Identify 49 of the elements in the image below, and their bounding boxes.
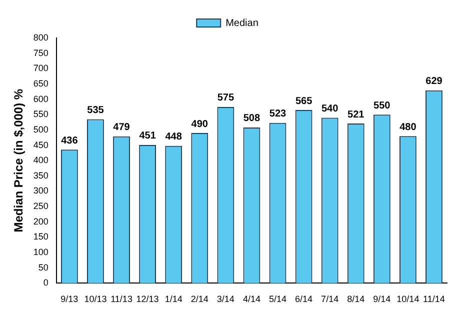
x-tick-label: 10/14 (396, 294, 420, 304)
y-axis-title: Median Price (in $,000) % (12, 88, 26, 232)
y-tick-label: 300 (33, 186, 48, 196)
x-tick-label: 7/14 (321, 294, 339, 304)
data-label: 451 (139, 130, 156, 142)
x-tick-label: 10/13 (84, 294, 107, 304)
y-tick-label: 100 (33, 247, 48, 258)
y-tick-label: 400 (33, 155, 48, 166)
y-tick-label: 750 (33, 48, 48, 58)
x-tick-label: 11/13 (110, 294, 132, 304)
y-tick-label: 500 (33, 124, 48, 134)
data-label: 523 (269, 108, 287, 120)
data-label: 436 (61, 135, 78, 146)
legend-label: Median (226, 18, 258, 29)
x-tick-label: 9/14 (373, 294, 391, 304)
data-label: 629 (426, 76, 443, 88)
data-label: 535 (87, 104, 104, 116)
x-tick-label: 1/14 (164, 294, 182, 304)
y-tick-label: 550 (33, 109, 48, 120)
y-tick-label: 250 (33, 201, 48, 212)
x-tick-label: 12/13 (136, 294, 159, 304)
data-label: 565 (295, 96, 313, 107)
y-tick-label: 600 (33, 94, 48, 104)
y-tick-label: 0 (43, 278, 48, 288)
x-tick-label: 11/14 (423, 294, 445, 304)
x-tick-label: 6/14 (295, 294, 313, 304)
y-tick-label: 800 (33, 32, 48, 42)
x-tick-label: 2/14 (190, 294, 208, 304)
x-tick-label: 3/14 (216, 294, 234, 304)
y-tick-label: 700 (33, 63, 48, 74)
data-label: 575 (217, 92, 234, 104)
x-tick-label: 5/14 (268, 294, 287, 304)
y-tick-label: 200 (33, 216, 48, 226)
data-label: 540 (321, 103, 339, 114)
data-label: 508 (243, 113, 260, 124)
x-tick-label: 9/13 (60, 294, 78, 304)
data-label: 480 (400, 122, 417, 133)
y-tick-label: 450 (33, 140, 48, 150)
x-tick-label: 4/14 (242, 294, 260, 304)
data-label: 479 (113, 122, 130, 134)
x-tick-label: 8/14 (347, 294, 365, 304)
y-tick-label: 350 (33, 170, 48, 180)
y-tick-label: 50 (38, 262, 48, 272)
data-label: 550 (374, 100, 391, 112)
y-tick-label: 650 (33, 78, 48, 88)
data-label: 448 (165, 132, 182, 143)
data-label: 490 (191, 118, 208, 130)
data-label: 521 (348, 109, 365, 120)
y-tick-label: 150 (33, 232, 48, 242)
